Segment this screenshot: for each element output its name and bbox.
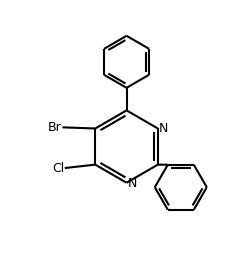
Text: Br: Br — [47, 121, 61, 134]
Text: N: N — [127, 177, 136, 190]
Text: N: N — [158, 122, 167, 135]
Text: Cl: Cl — [52, 161, 64, 174]
